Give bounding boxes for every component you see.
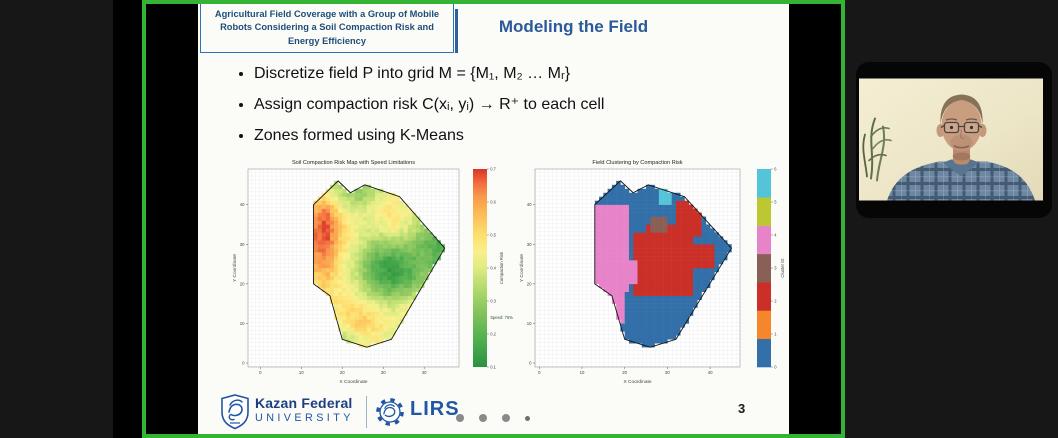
meeting-background-strip bbox=[113, 0, 142, 438]
svg-text:0: 0 bbox=[259, 370, 262, 375]
svg-text:0.1: 0.1 bbox=[490, 365, 496, 370]
slide-footer: Kazan Federal UNIVERSITY LIRS 3 bbox=[198, 392, 789, 434]
svg-text:0.4: 0.4 bbox=[490, 266, 496, 271]
svg-text:40: 40 bbox=[527, 202, 532, 207]
page-number: 3 bbox=[738, 401, 746, 416]
svg-text:2: 2 bbox=[774, 299, 777, 304]
svg-text:10: 10 bbox=[240, 321, 245, 326]
svg-text:Cluster ID: Cluster ID bbox=[780, 258, 785, 277]
svg-text:20: 20 bbox=[340, 370, 345, 375]
svg-text:40: 40 bbox=[240, 202, 245, 207]
svg-text:0.7: 0.7 bbox=[490, 167, 496, 172]
presentation-slide: Agricultural Field Coverage with a Group… bbox=[198, 4, 789, 434]
svg-text:X Coordinate: X Coordinate bbox=[624, 379, 652, 385]
svg-text:Y Coordinate: Y Coordinate bbox=[232, 254, 238, 282]
svg-text:10: 10 bbox=[527, 321, 532, 326]
person-presenter bbox=[887, 94, 1035, 201]
bullet-item: Discretize field P into grid M = {M₁, M₂… bbox=[254, 64, 734, 84]
bullet-item: Assign compaction risk C(xᵢ, yᵢ) → R⁺ to… bbox=[254, 95, 734, 115]
svg-text:20: 20 bbox=[527, 281, 532, 286]
logo-divider bbox=[366, 396, 367, 428]
svg-text:0.6: 0.6 bbox=[490, 200, 496, 205]
svg-text:Compaction Risk: Compaction Risk bbox=[499, 251, 504, 284]
kfu-shield-logo-icon bbox=[221, 394, 249, 430]
svg-text:1: 1 bbox=[774, 332, 777, 337]
svg-text:0.3: 0.3 bbox=[490, 299, 496, 304]
progress-dot bbox=[502, 414, 510, 422]
bullet-list: Discretize field P into grid M = {M₁, M₂… bbox=[238, 64, 734, 157]
svg-text:X Coordinate: X Coordinate bbox=[340, 379, 368, 385]
svg-text:0: 0 bbox=[242, 361, 245, 366]
webcam-tile[interactable] bbox=[856, 62, 1052, 218]
svg-text:0.5: 0.5 bbox=[490, 233, 496, 238]
svg-text:30: 30 bbox=[527, 242, 532, 247]
section-title: Modeling the Field bbox=[498, 17, 649, 36]
svg-text:6: 6 bbox=[774, 167, 777, 172]
svg-text:0.2: 0.2 bbox=[490, 332, 496, 337]
lirs-wordmark: LIRS bbox=[410, 398, 460, 420]
svg-text:3: 3 bbox=[774, 266, 777, 271]
progress-dots bbox=[456, 414, 530, 422]
svg-text:10: 10 bbox=[580, 370, 585, 375]
svg-text:30: 30 bbox=[240, 242, 245, 247]
svg-text:0: 0 bbox=[538, 370, 541, 375]
progress-dot bbox=[525, 415, 530, 421]
kfu-wordmark: Kazan Federal UNIVERSITY bbox=[255, 395, 354, 424]
person-face bbox=[941, 100, 982, 151]
field-charts: Soil Compaction Risk Map with Speed Limi… bbox=[232, 160, 785, 385]
svg-text:20: 20 bbox=[240, 281, 245, 286]
progress-dot bbox=[479, 414, 487, 422]
svg-text:40: 40 bbox=[422, 370, 427, 375]
svg-text:10: 10 bbox=[299, 370, 304, 375]
kfu-name: Kazan Federal bbox=[255, 395, 353, 411]
bullet-item: Zones formed using K-Means bbox=[254, 126, 734, 146]
svg-text:40: 40 bbox=[708, 370, 713, 375]
svg-text:Soil Compaction Risk Map with: Soil Compaction Risk Map with Speed Limi… bbox=[292, 160, 415, 166]
svg-text:30: 30 bbox=[381, 370, 386, 375]
header-divider bbox=[455, 9, 458, 53]
svg-text:0: 0 bbox=[529, 361, 532, 366]
person-hair bbox=[940, 94, 983, 125]
svg-text:4: 4 bbox=[774, 233, 777, 238]
presentation-title: Agricultural Field Coverage with a Group… bbox=[214, 9, 440, 46]
svg-text:Field Clustering by Compaction: Field Clustering by Compaction Risk bbox=[592, 160, 682, 166]
webcam-video bbox=[859, 78, 1043, 201]
plant-decoration bbox=[862, 117, 892, 182]
lirs-gear-logo-icon bbox=[376, 398, 404, 426]
svg-text:Speed: 75%: Speed: 75% bbox=[490, 315, 513, 320]
kfu-university-label: UNIVERSITY bbox=[255, 412, 354, 424]
slide-title-box: Agricultural Field Coverage with a Group… bbox=[200, 4, 454, 53]
svg-text:5: 5 bbox=[774, 200, 777, 205]
svg-text:0: 0 bbox=[774, 365, 777, 370]
svg-text:20: 20 bbox=[622, 370, 627, 375]
svg-text:Y Coordinate: Y Coordinate bbox=[519, 254, 525, 282]
screen-share-region: Agricultural Field Coverage with a Group… bbox=[142, 0, 845, 438]
plaid-shirt bbox=[887, 161, 1035, 201]
progress-dot bbox=[456, 414, 464, 422]
svg-text:30: 30 bbox=[665, 370, 670, 375]
